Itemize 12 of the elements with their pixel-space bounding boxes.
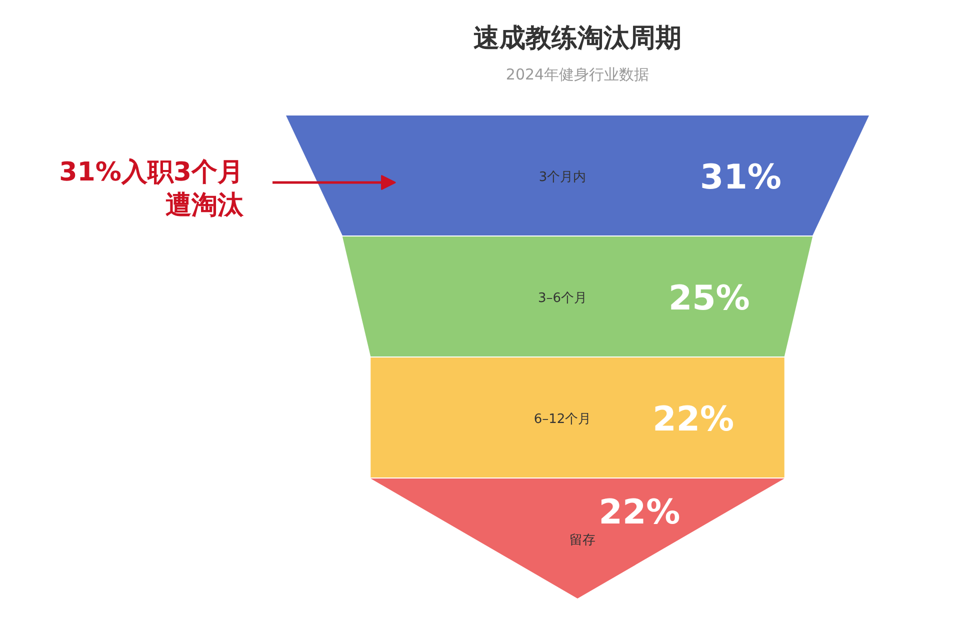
data-label: 22% — [598, 492, 680, 532]
data-label: 31% — [700, 158, 782, 198]
text: 遭淘汰 — [166, 190, 244, 220]
category-label: 留存 — [570, 533, 596, 548]
text: 31%入职3个月 — [59, 158, 244, 188]
text: 速成教练淘汰周期 — [474, 24, 682, 54]
category-label: 6–12个月 — [534, 412, 592, 427]
data-label: 22% — [652, 400, 734, 440]
category-label: 3–6个月 — [538, 291, 588, 306]
data-label: 25% — [668, 278, 750, 318]
text: 2024年健身行业数据 — [506, 66, 650, 84]
category-label: 3个月内 — [538, 170, 586, 185]
